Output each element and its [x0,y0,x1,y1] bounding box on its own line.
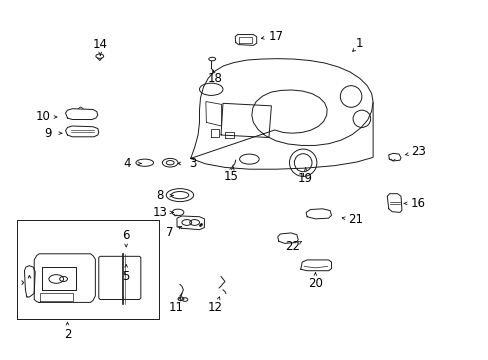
Text: 10: 10 [36,111,50,123]
Text: 21: 21 [348,213,363,226]
Text: 14: 14 [93,39,107,51]
Text: 18: 18 [207,72,222,85]
Text: 17: 17 [268,30,283,42]
Text: 2: 2 [63,328,71,341]
Text: 12: 12 [207,301,222,314]
Text: 15: 15 [223,170,238,183]
Text: 9: 9 [44,127,52,140]
Text: 8: 8 [156,189,163,202]
Text: 19: 19 [298,172,312,185]
Text: 7: 7 [166,226,174,239]
Text: 16: 16 [410,197,425,210]
Text: 20: 20 [307,277,322,290]
Text: 4: 4 [123,157,131,170]
Text: 1: 1 [355,37,363,50]
Polygon shape [17,220,159,319]
Text: 22: 22 [285,240,299,253]
Text: 13: 13 [152,206,167,219]
Polygon shape [190,59,372,158]
Text: 3: 3 [189,157,197,170]
Text: 23: 23 [410,145,425,158]
Text: 5: 5 [122,270,130,283]
Text: 11: 11 [168,301,183,314]
Text: 6: 6 [122,229,130,242]
